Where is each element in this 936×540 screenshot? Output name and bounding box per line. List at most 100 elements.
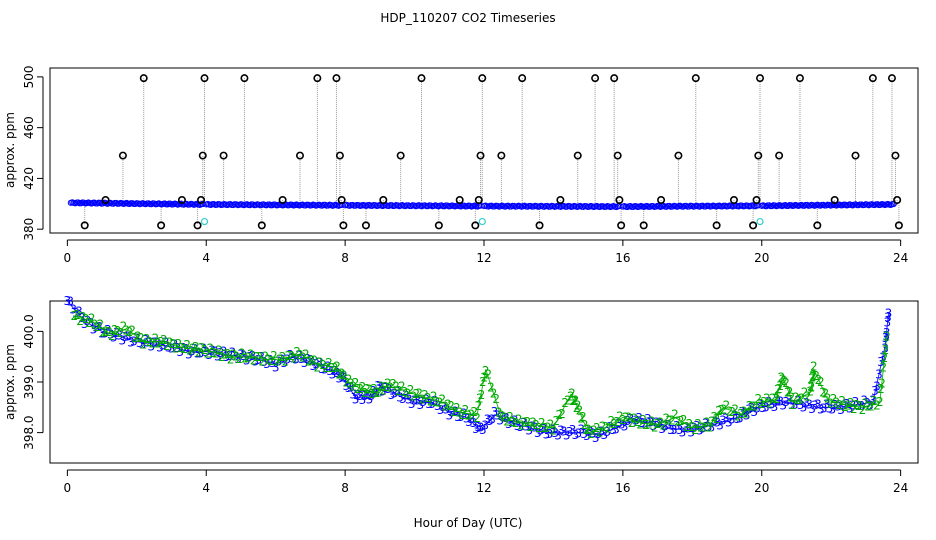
series-3-point: 3	[869, 394, 877, 408]
series-2-point: 2	[815, 373, 823, 387]
series-2-point: 2	[487, 381, 495, 395]
series-2-point: 2	[363, 382, 371, 396]
series-3-point: 3	[667, 423, 675, 437]
series-2-point: 2	[412, 387, 420, 401]
series-2-point: 2	[221, 347, 229, 361]
series-2-point: 2	[749, 400, 757, 414]
spike-point	[591, 74, 600, 83]
series-2-point: 2	[163, 339, 171, 353]
series-3-point: 3	[451, 404, 459, 418]
series-2-point: 2	[157, 335, 165, 349]
series-2-point: 2	[97, 318, 105, 332]
series-3-point: 3	[283, 353, 291, 367]
series-2-point: 2	[316, 356, 324, 370]
series-3-point: 3	[759, 401, 767, 415]
series-3-point: 3	[505, 417, 513, 431]
series-2-point: 2	[671, 407, 679, 421]
series-3-point: 3	[496, 413, 504, 427]
series-2-point: 2	[757, 397, 765, 411]
series-3-point: 3	[425, 397, 433, 411]
series-3-point: 3	[254, 353, 262, 367]
series-2-point: 2	[415, 387, 423, 401]
spike-point	[197, 196, 206, 205]
series-2-point: 2	[140, 337, 148, 351]
spike-point	[613, 151, 622, 160]
series-2-point: 2	[817, 375, 825, 389]
series-3-point: 3	[785, 393, 793, 407]
x-axis-label: Hour of Day (UTC)	[414, 516, 523, 530]
series-2-point: 2	[250, 353, 258, 367]
series-3-point: 3	[369, 384, 377, 398]
series-2-point: 2	[311, 354, 319, 368]
series-2-point: 2	[754, 392, 762, 406]
spike-point	[729, 196, 738, 205]
series-2-point: 2	[715, 404, 723, 418]
series-2-point: 2	[853, 398, 861, 412]
top-x-tick-label: 8	[341, 251, 349, 265]
series-2-point: 2	[340, 368, 348, 382]
series-3-point: 3	[371, 386, 379, 400]
series-2-point: 2	[529, 415, 537, 429]
series-2-point: 2	[590, 424, 598, 438]
series-2-point: 2	[841, 400, 849, 414]
series-2-point: 2	[804, 389, 812, 403]
series-3-point: 3	[834, 400, 842, 414]
series-2-point: 2	[781, 374, 789, 388]
bottom-panel: 3333333333333333333333333333333333333333…	[3, 294, 919, 530]
series-3-point: 3	[731, 408, 739, 422]
series-3-point: 3	[249, 349, 257, 363]
series-3-point: 3	[802, 396, 810, 410]
series-2-point: 2	[465, 409, 473, 423]
top-axes: 0 4 8 12 16 20 24 380 420 460 500	[22, 65, 908, 265]
series-3-point: 3	[750, 405, 758, 419]
series-3-point: 3	[214, 349, 222, 363]
spike-point	[101, 196, 110, 205]
series-2-point: 2	[683, 420, 691, 434]
series-2-point: 2	[198, 341, 206, 355]
series-2-point: 2	[631, 411, 639, 425]
series-3-point: 3	[321, 363, 329, 377]
series-2-point: 2	[117, 326, 125, 340]
series-2-point: 2	[85, 316, 93, 330]
series-2-point: 2	[864, 400, 872, 414]
spike-point	[893, 196, 902, 205]
series-2-line	[74, 315, 888, 434]
cyan-point	[200, 217, 209, 226]
series-2-point: 2	[79, 310, 87, 324]
series-2-point: 2	[607, 414, 615, 428]
series-3-point: 3	[363, 388, 371, 402]
spike-point	[476, 151, 485, 160]
series-2-point: 2	[792, 391, 800, 405]
series-2-point: 2	[398, 380, 406, 394]
series-3-point: 3	[837, 403, 845, 417]
series-3-point: 3	[66, 295, 74, 309]
series-3-point: 3	[670, 423, 678, 437]
series-2-point: 2	[763, 391, 771, 405]
series-3-point: 3	[736, 411, 744, 425]
series-3-point: 3	[396, 391, 404, 405]
series-3-point: 3	[237, 347, 245, 361]
series-3-point: 3	[457, 410, 465, 424]
series-2-point: 2	[639, 413, 647, 427]
spike-point	[455, 196, 464, 205]
series-3-point: 3	[382, 381, 390, 395]
series-2-point: 2	[114, 324, 122, 338]
series-3-point: 3	[682, 421, 690, 435]
series-2-point: 2	[524, 415, 532, 429]
series-3-point: 3	[331, 364, 339, 378]
series-2-point: 2	[532, 418, 540, 432]
series-3-point: 3	[693, 419, 701, 433]
series-2-point: 2	[215, 343, 223, 357]
series-2-point: 2	[773, 392, 781, 406]
series-2-point: 2	[648, 415, 656, 429]
series-3-point: 3	[857, 399, 865, 413]
series-3-point: 3	[171, 338, 179, 352]
series-2-point: 2	[878, 376, 886, 390]
series-3-point: 3	[805, 397, 813, 411]
series-2-point: 2	[70, 309, 78, 323]
top-plot-frame	[49, 67, 919, 234]
top-panel: 0 4 8 12 16 20 24 380 420 460 500 approx. ppm	[3, 65, 919, 265]
series-2-point: 2	[166, 336, 174, 350]
top-x-tick-label: 24	[893, 251, 908, 265]
series-2-point: 2	[368, 387, 376, 401]
